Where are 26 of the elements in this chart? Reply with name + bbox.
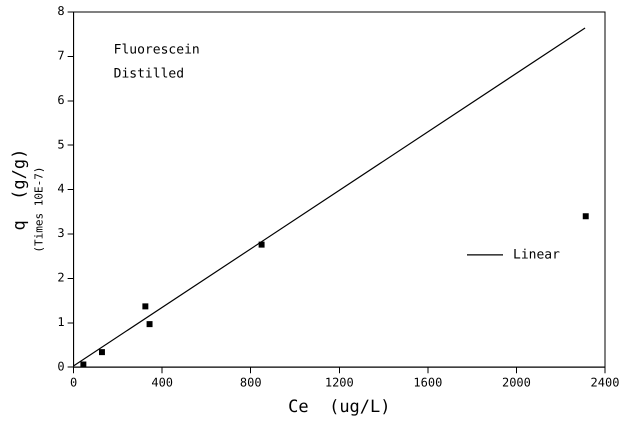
point (98, 349, 105, 356)
point (258, 242, 265, 248)
x-tick-label: 2400 (590, 376, 620, 390)
y-tick-label: 6 (57, 92, 65, 107)
point (142, 303, 148, 310)
y-tick-label: 0 (57, 359, 65, 374)
y-tick-label: 8 (57, 4, 65, 18)
y-tick-label: 2 (57, 270, 65, 285)
x-axis-title: Ce (ug/L) (288, 397, 390, 418)
x-tick-label: 1200 (324, 376, 354, 390)
annotation: Distilled (114, 66, 184, 82)
x-tick-label: 400 (151, 376, 174, 390)
y-tick-label: 5 (57, 137, 65, 152)
x-tick-label: 800 (240, 376, 262, 390)
x-tick-label: 2000 (502, 376, 531, 390)
x-tick-label: 1600 (413, 376, 442, 390)
point (146, 321, 153, 328)
legend-label: Linear (513, 247, 560, 262)
y2-axis-title: (Times 10E-7) (32, 166, 46, 253)
y-tick-label: 7 (57, 48, 65, 63)
y-tick-label: 4 (57, 182, 65, 196)
y-tick-label: 3 (57, 226, 65, 240)
y-axis-title: q (g/g) (10, 148, 30, 231)
annotation: Fluorescein (114, 42, 200, 58)
x-tick-label: 0 (70, 376, 78, 390)
y-tick-label: 1 (57, 314, 65, 329)
